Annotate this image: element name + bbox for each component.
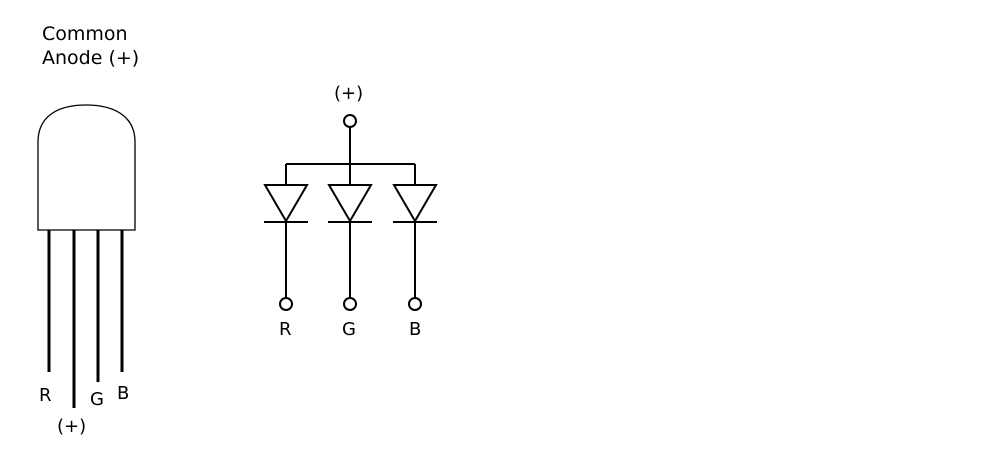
diode-g: G (327, 184, 373, 340)
led-body (37, 104, 136, 231)
output-terminal-b (408, 297, 422, 311)
led-pin-label-g: G (90, 389, 104, 410)
diode-r: R (263, 184, 309, 340)
diode-r-triangle (263, 184, 309, 223)
output-terminal-g (343, 297, 357, 311)
output-label-r: R (279, 319, 292, 340)
supply-terminal (343, 114, 357, 128)
output-label-g: G (342, 319, 356, 340)
led-pin-label-r: R (39, 385, 52, 406)
led-schematic: (+) R G B (263, 83, 438, 340)
led-pin-label-common: (+) (57, 416, 86, 437)
output-terminal-r (279, 297, 293, 311)
led-pin-label-b: B (117, 383, 129, 404)
output-label-b: B (409, 319, 421, 340)
led-title-line1: Common (42, 23, 128, 45)
diode-b-triangle (392, 184, 438, 223)
diode-g-triangle (327, 184, 373, 223)
supply-label: (+) (334, 83, 363, 104)
led-package: Common Anode (+) R (+) G B (37, 23, 139, 437)
diode-b: B (392, 184, 438, 340)
led-title-line2: Anode (+) (42, 47, 139, 69)
